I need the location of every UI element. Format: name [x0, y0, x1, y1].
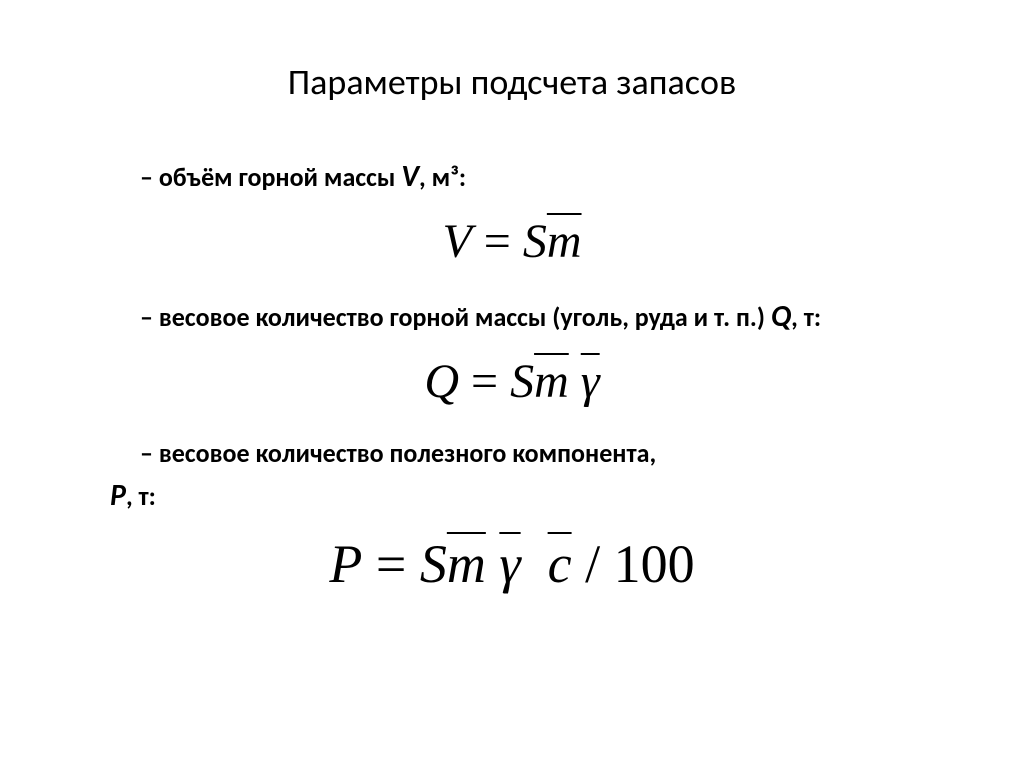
f1-r2: m: [547, 215, 582, 268]
f3-r1: S: [420, 534, 447, 594]
f2-r3: γ: [581, 355, 600, 408]
item-2-prefix: – весовое количество горной массы (уголь…: [140, 301, 771, 333]
formula-3: P = Sm γ c / 100: [80, 533, 944, 595]
f2-eq: =: [459, 355, 510, 408]
item-1-var: V: [401, 158, 419, 195]
f3-eq: =: [362, 534, 419, 594]
item-3-line1: – весовое количество полезного компонент…: [140, 434, 944, 473]
f1-eq: =: [472, 215, 523, 268]
item-3: – весовое количество полезного компонент…: [80, 434, 944, 595]
f3-r4: c: [548, 534, 572, 594]
item-2-suffix: , т:: [791, 301, 821, 333]
formula-2: Q = Sm γ: [80, 354, 944, 409]
slide-content: Параметры подсчета запасов – объём горно…: [0, 0, 1024, 660]
f2-lhs: Q: [424, 355, 459, 408]
item-3-line2: P, т:: [110, 473, 944, 518]
item-1-prefix: – объём горной массы: [140, 161, 401, 193]
item-3-var: P: [110, 477, 126, 514]
f1-r1: S: [523, 215, 547, 268]
f3-tail: / 100: [572, 534, 695, 594]
item-2-var: Q: [771, 298, 791, 335]
f3-r3: γ: [499, 534, 520, 594]
item-3-label: – весовое количество полезного компонент…: [140, 434, 944, 518]
item-1-suffix: , м³:: [419, 161, 466, 193]
f1-lhs: V: [442, 215, 471, 268]
f3-r2: m: [447, 534, 486, 594]
f2-r2: m: [534, 355, 569, 408]
item-2-label: – весовое количество горной массы (уголь…: [140, 294, 944, 339]
item-1-label: – объём горной массы V, м³:: [140, 154, 944, 199]
formula-1: V = Sm: [80, 214, 944, 269]
slide-title: Параметры подсчета запасов: [80, 60, 944, 104]
item-1: – объём горной массы V, м³: V = Sm: [80, 154, 944, 269]
f3-lhs: P: [329, 534, 362, 594]
item-3-suffix: , т:: [126, 480, 156, 512]
f2-r1: S: [510, 355, 534, 408]
item-2: – весовое количество горной массы (уголь…: [80, 294, 944, 409]
